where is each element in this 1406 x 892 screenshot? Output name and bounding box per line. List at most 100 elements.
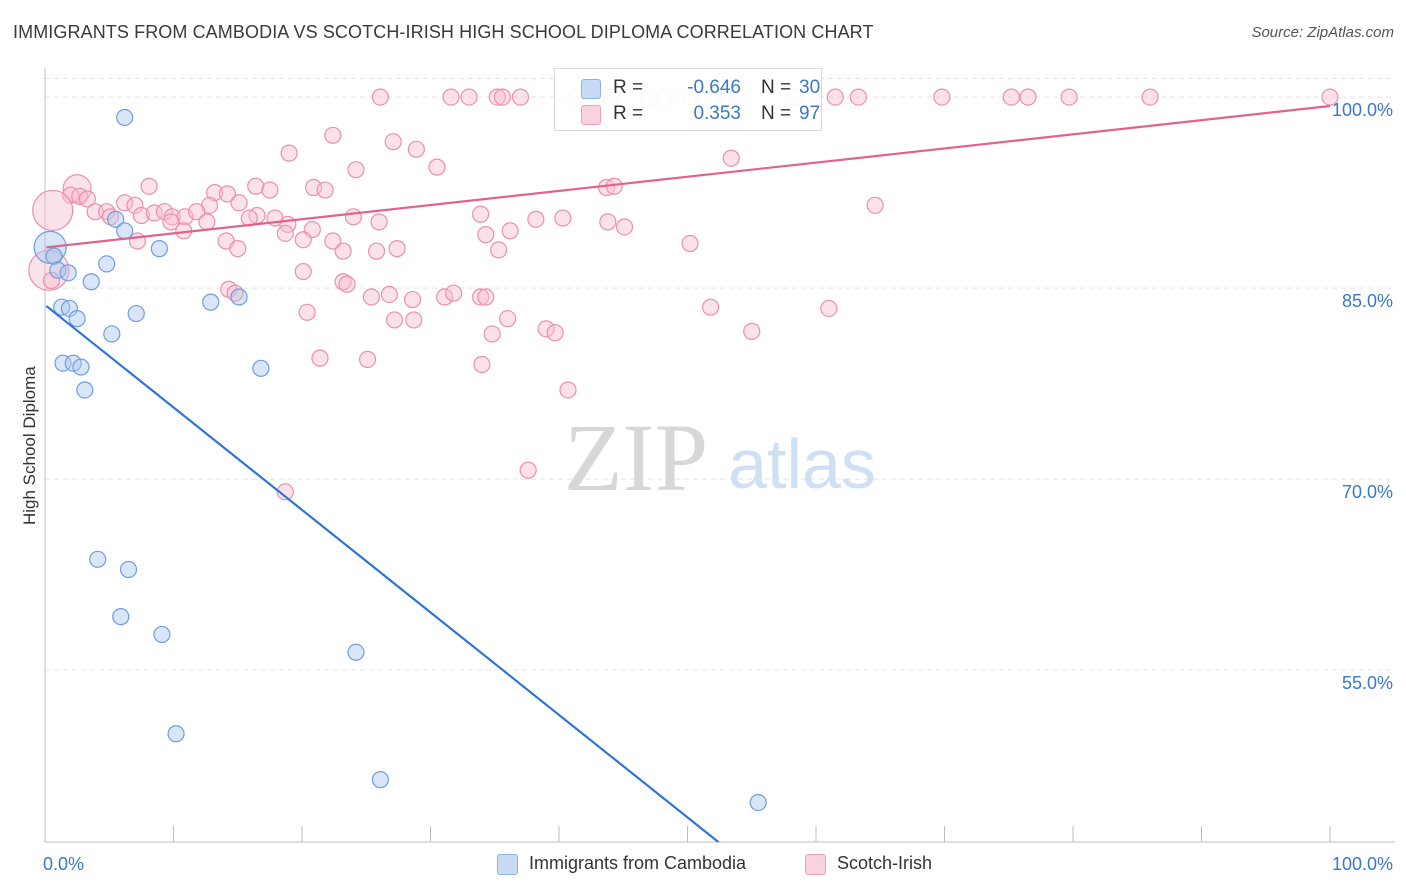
scotch-irish-point (370, 213, 388, 231)
scotch-irish-point (276, 224, 294, 242)
scotch-irish-point (280, 144, 298, 162)
grid-lines (45, 78, 1395, 671)
scotch-irish-point (436, 288, 454, 306)
watermark: ZIP atlas (564, 404, 876, 511)
scotch-irish-point (428, 158, 446, 176)
legend-n-value: 97 (799, 103, 821, 124)
scotch-irish-point (405, 311, 423, 329)
y-tick-label: 100.0% (1332, 100, 1393, 120)
scotch-irish-point (229, 240, 247, 258)
cambodia-point (150, 240, 168, 258)
scotch-irish-point (347, 161, 365, 179)
scotch-irish-point (472, 205, 490, 223)
scotch-irish-point (472, 288, 490, 306)
cambodia-point (347, 643, 365, 661)
legend-r-value: 0.353 (693, 103, 741, 124)
scotch-irish-point (116, 194, 134, 212)
x-tick-label: 0.0% (43, 854, 84, 874)
scotch-irish-point (615, 218, 634, 236)
data-points (28, 88, 1339, 812)
scotch-irish-point (493, 88, 512, 106)
scotch-irish-point (403, 290, 422, 309)
cambodia-point (167, 725, 185, 743)
scotch-irish-point (1002, 88, 1020, 106)
y-tick-label: 55.0% (1342, 673, 1393, 693)
scotch-irish-point (132, 206, 150, 225)
scotch-irish-point (311, 349, 329, 367)
scotch-irish-point (490, 241, 508, 259)
scotch-irish-point (206, 184, 224, 202)
cambodia-point (119, 560, 138, 579)
legend-swatch-blue (497, 854, 518, 875)
scotch-irish-point (388, 240, 406, 258)
cambodia-point (98, 255, 116, 273)
scotch-irish-point (298, 303, 316, 321)
legend-r-label: R = (613, 103, 644, 124)
legend-r-label: R = (613, 77, 644, 98)
scotch-irish-point (140, 177, 158, 195)
scotch-irish-point (554, 209, 572, 227)
y-axis-title: High School Diploma (20, 366, 39, 525)
scotch-irish-point (230, 194, 248, 212)
x-tick-label: 100.0% (1332, 854, 1393, 874)
cambodia-trend-line (45, 305, 720, 843)
scotch-irish-point (316, 181, 334, 199)
cambodia-point (76, 381, 94, 399)
scotch-irish-point (1060, 88, 1078, 106)
cambodia-point (45, 247, 63, 265)
cambodia-point (103, 325, 121, 343)
cambodia-point (89, 550, 107, 568)
scotch-irish-point (442, 88, 460, 106)
cambodia-point (64, 354, 82, 372)
cambodia-point (116, 108, 134, 127)
cambodia-point (116, 222, 134, 240)
scotch-irish-point (334, 242, 352, 260)
scotch-irish-point (519, 461, 537, 479)
legend-swatch-blue (581, 79, 601, 99)
cambodia-point (49, 261, 67, 279)
cambodia-point (202, 293, 220, 311)
cambodia-point (112, 608, 130, 626)
scotch-irish-point (407, 140, 425, 158)
cambodia-point (59, 264, 77, 282)
scotch-irish-point (477, 226, 495, 244)
scotch-irish-point (358, 350, 377, 369)
scotch-irish-point (488, 88, 506, 106)
scotch-irish-point (371, 88, 389, 106)
scotch-irish-trend-line (46, 104, 1331, 249)
legend-swatch-pink (581, 105, 601, 125)
scotch-irish-point (826, 88, 844, 106)
cambodia-point (127, 304, 145, 323)
scotch-irish-point (849, 88, 868, 106)
scotch-irish-point (460, 88, 478, 106)
scotch-irish-point (477, 288, 495, 306)
cambodia-point (72, 358, 90, 376)
tick-labels: 55.0% 70.0% 85.0% 100.0% 0.0% 100.0% (43, 100, 1393, 874)
cambodia-point (252, 359, 270, 377)
chart-source: Source: ZipAtlas.com (1251, 24, 1394, 41)
scotch-irish-point (62, 186, 80, 204)
scotch-irish-point (162, 213, 180, 231)
scotch-irish-point (820, 299, 838, 318)
chart-title: IMMIGRANTS FROM CAMBODIA VS SCOTCH-IRISH… (13, 22, 874, 42)
scotch-irish-point (1019, 88, 1037, 106)
y-tick-label: 85.0% (1342, 291, 1393, 311)
scotch-irish-point (866, 196, 884, 214)
scotch-irish-point (384, 133, 402, 151)
scotch-irish-point (1141, 88, 1159, 106)
cambodia-point (68, 310, 86, 328)
scotch-irish-point (126, 196, 144, 214)
axes (44, 68, 1395, 843)
scotch-irish-point (445, 284, 463, 302)
scotch-irish-point (188, 203, 206, 221)
scotch-irish-point (599, 213, 617, 231)
scotch-irish-point (324, 126, 342, 144)
scotch-irish-point (380, 285, 398, 304)
scotch-irish-point (559, 381, 577, 399)
cambodia-point (371, 771, 389, 789)
legend-n-value: 30 (799, 77, 821, 98)
legend-label-scotch-irish: Scotch-Irish (837, 853, 933, 873)
scotch-irish-point (367, 242, 386, 260)
correlation-legend: R = -0.646 N = 30 R = 0.353 N = 97 (554, 68, 822, 131)
cambodia-point (153, 625, 171, 644)
